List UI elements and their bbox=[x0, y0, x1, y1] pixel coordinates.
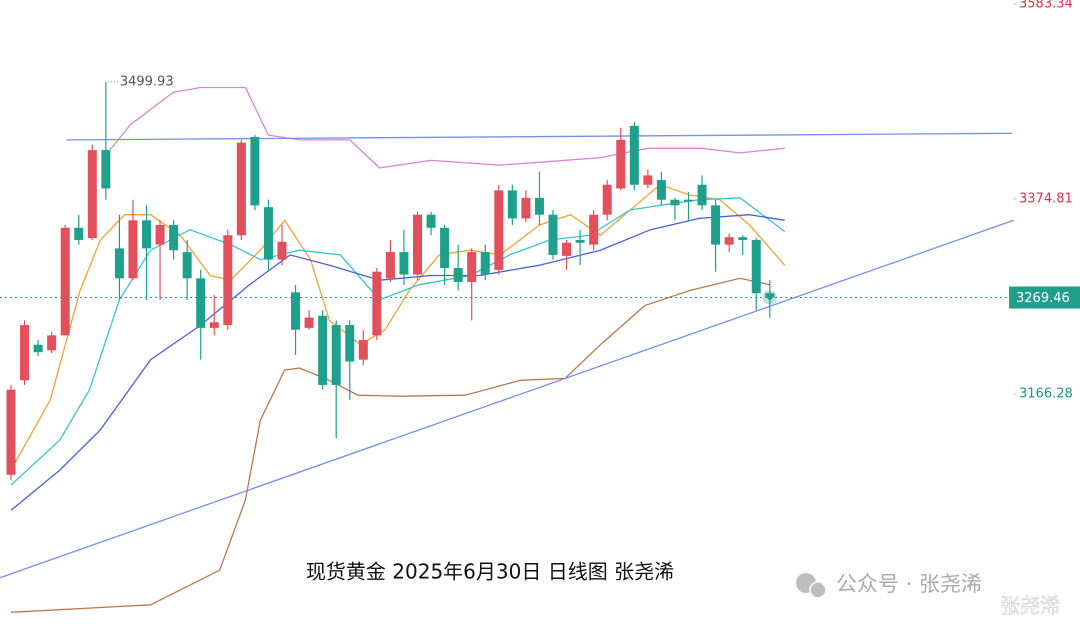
candle-body bbox=[616, 139, 626, 189]
indicator-line bbox=[109, 86, 785, 169]
candle-body bbox=[6, 389, 16, 475]
watermark: 公众号 · 张尧浠 张尧浠 bbox=[796, 572, 1060, 618]
indicator-line bbox=[10, 184, 786, 471]
candle-body bbox=[345, 325, 355, 362]
candle-body bbox=[534, 197, 544, 215]
indicator-line bbox=[10, 277, 770, 613]
y-tick-label: 3166.28 bbox=[1019, 387, 1073, 402]
candle-body bbox=[304, 317, 314, 328]
candle-body bbox=[74, 227, 84, 240]
candle-body bbox=[643, 175, 653, 185]
indicator-line bbox=[0, 219, 1014, 579]
candle-body bbox=[114, 248, 124, 279]
candle-body bbox=[142, 220, 151, 249]
candle-body bbox=[575, 239, 585, 243]
indicator-line bbox=[10, 214, 785, 511]
candle-body bbox=[697, 184, 707, 206]
current-price-dot bbox=[767, 295, 773, 301]
current-price-box bbox=[1009, 286, 1080, 309]
y-tick-label: 3583.34 bbox=[1019, 0, 1073, 11]
watermark-text: 公众号 · 张尧浠 bbox=[836, 572, 982, 596]
candle-body bbox=[413, 214, 422, 275]
candle-body bbox=[399, 252, 409, 275]
candle-body bbox=[236, 142, 246, 236]
candle-body bbox=[562, 242, 572, 256]
candle-body bbox=[426, 214, 436, 228]
candle-body bbox=[155, 224, 165, 245]
candle-body bbox=[494, 190, 504, 270]
candle-body bbox=[589, 214, 599, 245]
candle-body bbox=[291, 292, 301, 330]
candle-body bbox=[182, 252, 192, 279]
high-annotation: 3499.93 bbox=[120, 74, 174, 89]
candle-body bbox=[209, 322, 219, 328]
candle-body bbox=[33, 344, 43, 353]
candle-body bbox=[521, 197, 531, 219]
watermark-text: 张尧浠 bbox=[1000, 594, 1060, 618]
candle-body bbox=[358, 340, 368, 360]
wechat-icon bbox=[809, 581, 827, 599]
candle-body bbox=[507, 190, 517, 219]
candle-body bbox=[47, 335, 57, 351]
candle-body bbox=[711, 205, 721, 245]
candle-body bbox=[440, 227, 450, 269]
candle-body bbox=[169, 224, 179, 251]
candle-body bbox=[751, 239, 761, 294]
candle-body bbox=[480, 252, 490, 275]
candle-body bbox=[196, 278, 206, 328]
candle-body bbox=[670, 199, 680, 206]
candle-body bbox=[724, 237, 734, 245]
candle-body bbox=[629, 125, 639, 185]
candle-body bbox=[738, 237, 748, 240]
candle-body bbox=[372, 271, 382, 336]
y-tick-label: 3374.81 bbox=[1019, 191, 1073, 206]
candle-body bbox=[453, 268, 463, 283]
candle-body bbox=[318, 315, 328, 385]
candle-body bbox=[331, 325, 341, 385]
candle-body bbox=[250, 137, 260, 206]
candle-body bbox=[101, 150, 111, 189]
current-price-label: 3269.46 bbox=[1016, 291, 1070, 306]
candle-body bbox=[87, 150, 97, 239]
candle-body bbox=[223, 235, 233, 326]
candle-body bbox=[656, 180, 666, 200]
plot-area: 3499.93 3583.34 3374.81 3166.28 3269.46 bbox=[0, 0, 1080, 613]
candle-body bbox=[385, 252, 395, 279]
candle-body bbox=[684, 199, 693, 202]
candle-body bbox=[277, 241, 287, 260]
candle-body bbox=[548, 214, 558, 255]
candle-body bbox=[20, 325, 30, 381]
candle-body bbox=[467, 252, 477, 283]
chart-title: 现货黄金 2025年6月30日 日线图 张尧浠 bbox=[306, 560, 674, 584]
candle-body bbox=[602, 184, 612, 215]
candle-body bbox=[60, 227, 70, 336]
candle-body bbox=[128, 220, 138, 279]
candle-body bbox=[263, 207, 273, 260]
indicator-line bbox=[66, 132, 1013, 141]
